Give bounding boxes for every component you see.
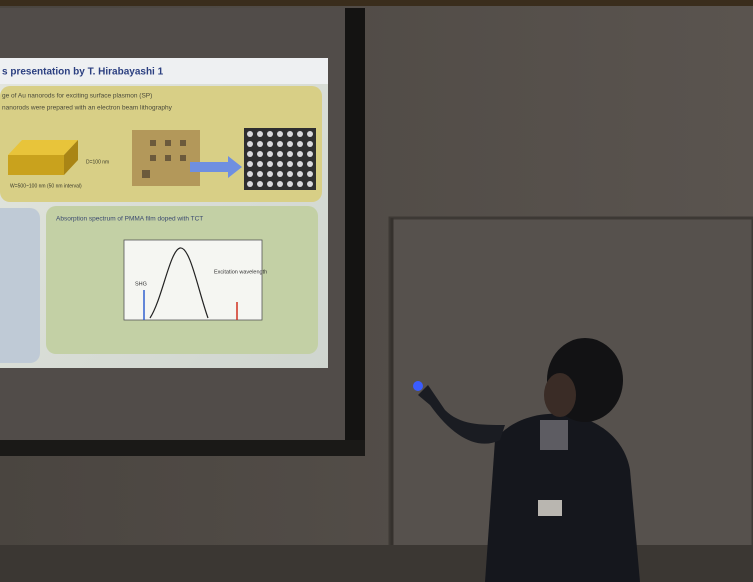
sem-dot (307, 131, 313, 137)
sem-dot (287, 141, 293, 147)
sem-dot (247, 151, 253, 157)
sem-dot (247, 181, 253, 187)
sem-dot (287, 151, 293, 157)
slide-title-bar (0, 58, 328, 84)
left-panel (0, 208, 40, 363)
sem-dot (287, 181, 293, 187)
sem-dot (307, 181, 313, 187)
sem-dot (247, 141, 253, 147)
panel-title: Absorption spectrum of PMMA film doped w… (56, 216, 203, 223)
screen-border (345, 8, 365, 456)
sem-dot (297, 161, 303, 167)
sem-dot (307, 171, 313, 177)
sem-dot (277, 161, 283, 167)
floor-rail (0, 545, 753, 582)
sem-dot (277, 181, 283, 187)
sem-dot (267, 131, 273, 137)
slide-line: nanorods were prepared with an electron … (2, 105, 173, 112)
sem-dot (267, 181, 273, 187)
sem-dot (277, 141, 283, 147)
sem-dot (297, 171, 303, 177)
rod-width: W=500~100 nm (50 nm interval) (10, 183, 82, 189)
arrow (190, 156, 242, 178)
sem-dot (247, 161, 253, 167)
shg-label: SHG (135, 281, 147, 287)
slide-title: s presentation by T. Hirabayashi 1 (2, 67, 164, 78)
sem-dot (257, 151, 263, 157)
rod-top (8, 140, 78, 155)
presenter-arm (418, 385, 505, 444)
sem-dot (247, 171, 253, 177)
sem-dot (267, 151, 273, 157)
sem-dot (297, 181, 303, 187)
sem-dot (287, 131, 293, 137)
sem-dot (297, 141, 303, 147)
sem-dot (257, 171, 263, 177)
screen-bottom (0, 440, 365, 456)
rod-front (8, 155, 64, 175)
collar (540, 420, 568, 450)
sem-dot (257, 161, 263, 167)
pointer (413, 381, 423, 391)
sem-dot (257, 141, 263, 147)
sem-dot (297, 131, 303, 137)
sem-grid (247, 131, 313, 187)
sem-dot (297, 151, 303, 157)
sem-dot (247, 131, 253, 137)
sem-dot (267, 161, 273, 167)
plot-area (123, 239, 263, 321)
sem-dot (277, 171, 283, 177)
sample-dots (142, 140, 186, 178)
rod-height: D=100 nm (86, 159, 109, 165)
slide-line: ge of Au nanorods for exciting surface p… (2, 93, 152, 100)
sem-dot (307, 141, 313, 147)
sem-dot (277, 131, 283, 137)
ceiling-edge (0, 0, 753, 6)
excitation-label: Excitation wavelength (214, 269, 267, 275)
sem-dot (267, 141, 273, 147)
name-tag (538, 500, 562, 516)
sem-dot (287, 161, 293, 167)
absorption-curve (149, 247, 209, 319)
presenter-face (544, 373, 576, 417)
presenter-body (485, 413, 640, 582)
sem-dot (257, 131, 263, 137)
sem-dot (267, 171, 273, 177)
rod-side (64, 140, 78, 175)
sem-dot (307, 161, 313, 167)
sem-dot (287, 171, 293, 177)
sem-dot (307, 151, 313, 157)
sem-dot (257, 181, 263, 187)
sem-dot (277, 151, 283, 157)
sem-image (244, 128, 316, 190)
